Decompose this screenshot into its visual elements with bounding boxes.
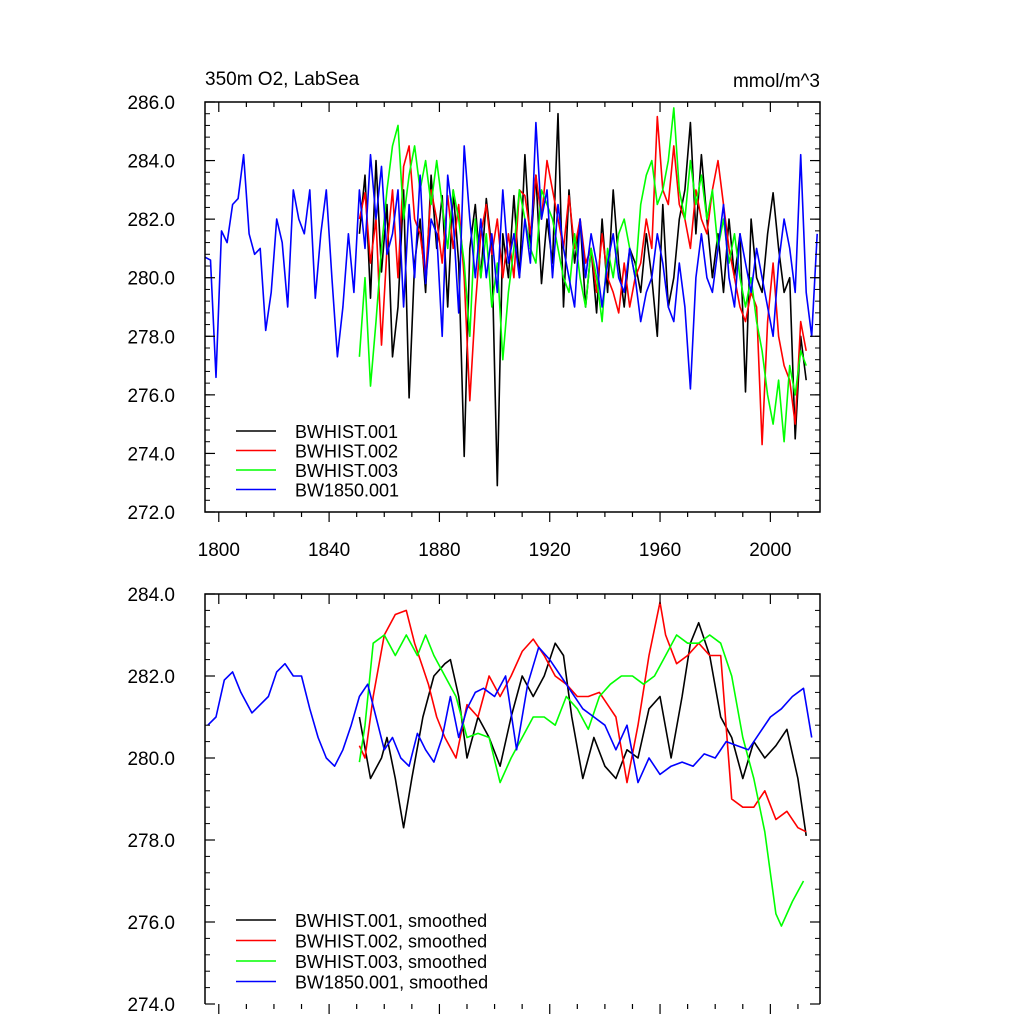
bot-legend-label-2: BWHIST.002, smoothed	[295, 932, 487, 952]
top-legend-label-2: BWHIST.002	[295, 442, 398, 462]
top-y-tick-label: 284.0	[127, 152, 175, 173]
bot-y-tick-label: 284.0	[127, 585, 175, 606]
top-legend-label-1: BWHIST.001	[295, 422, 398, 442]
bottom-panel: 284.0 282.0 280.0 278.0 276.0 274.0 BWHIST.00…	[127, 585, 821, 1016]
bottom-plot-frame	[204, 593, 821, 1004]
bot-series-line-2	[358, 601, 807, 833]
bot-legend-label-3: BWHIST.003, smoothed	[295, 952, 487, 972]
bot-legend-label-4: BW1850.001, smoothed	[295, 973, 488, 993]
top-series-line-4	[204, 121, 818, 390]
bot-legend-label-1: BWHIST.001, smoothed	[295, 911, 487, 931]
top-y-tick-label: 286.0	[127, 93, 175, 114]
top-x-tick-label: 1840	[308, 540, 350, 561]
top-y-tick-label: 274.0	[127, 444, 175, 465]
top-panel: 350m O2, LabSea mmol/m^3 286.0 284.0 282.0…	[127, 69, 821, 561]
top-x-tick-label: 1800	[198, 540, 240, 561]
top-x-tick-label: 1880	[418, 540, 460, 561]
top-y-tick-label: 272.0	[127, 503, 175, 524]
top-y-tick-label: 280.0	[127, 269, 175, 290]
top-y-tick-label: 278.0	[127, 327, 175, 348]
top-legend-label-3: BWHIST.003	[295, 461, 398, 481]
top-series-line-3	[358, 107, 807, 443]
top-y-tick-label: 276.0	[127, 386, 175, 407]
top-legend-label-4: BW1850.001	[295, 481, 399, 501]
top-x-tick-label: 2000	[749, 540, 791, 561]
bot-y-tick-label: 282.0	[127, 667, 175, 688]
bot-series-line-4	[207, 646, 813, 784]
units-label: mmol/m^3	[733, 71, 820, 92]
bot-y-tick-label: 274.0	[127, 995, 175, 1016]
bot-y-tick-label: 280.0	[127, 749, 175, 770]
top-x-tick-label: 1920	[529, 540, 571, 561]
bot-y-tick-label: 276.0	[127, 913, 175, 934]
chart-title: 350m O2, LabSea	[205, 69, 360, 90]
bot-y-tick-label: 278.0	[127, 831, 175, 852]
bot-series-line-3	[358, 634, 805, 927]
top-y-tick-label: 282.0	[127, 210, 175, 231]
top-plot-frame	[204, 101, 821, 513]
top-x-tick-label: 1960	[639, 540, 681, 561]
bot-series-line-1	[358, 621, 807, 837]
